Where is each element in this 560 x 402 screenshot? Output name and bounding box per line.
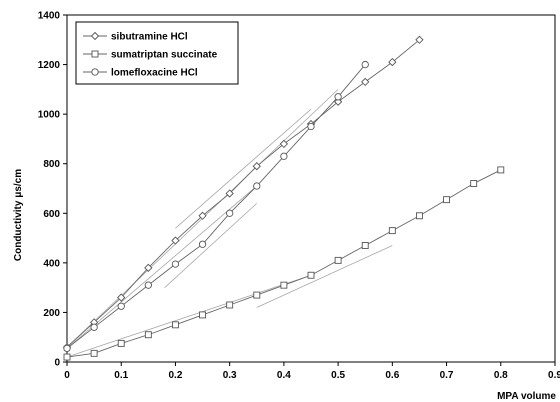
y-axis-title: Conductivity μs/cm: [13, 169, 24, 261]
x-tick-label: 0: [64, 370, 70, 381]
data-point: [171, 321, 179, 329]
data-point: [334, 93, 342, 101]
data-point: [226, 301, 234, 309]
x-tick-label: 0.2: [168, 370, 182, 381]
x-tick-label: 0.6: [385, 370, 399, 381]
data-point: [253, 182, 261, 190]
data-point: [388, 57, 397, 67]
data-point: [90, 323, 98, 331]
data-point: [225, 189, 234, 198]
legend: sibutramine HCl sumatriptan succinate lome…: [75, 21, 239, 85]
legend-label: sibutramine HCl: [111, 32, 188, 43]
trend-line: [164, 203, 258, 288]
series-layer: [62, 35, 505, 361]
data-point: [334, 256, 342, 264]
data-point: [199, 311, 207, 319]
data-point: [252, 162, 261, 171]
data-point: [198, 240, 207, 248]
y-tick-label: 1200: [38, 60, 61, 71]
legend-marker-square: [91, 50, 99, 58]
data-point: [388, 227, 396, 235]
data-point: [144, 331, 152, 339]
plot-area: [66, 14, 556, 363]
x-tick-label: 0.8: [494, 370, 508, 381]
x-tick-label: 0.9: [548, 370, 560, 381]
trend-lines: [66, 89, 393, 358]
trend-line: [66, 185, 258, 349]
data-point: [280, 281, 288, 289]
data-point: [333, 97, 343, 106]
x-tick-label: 0.3: [223, 370, 237, 381]
data-point: [171, 236, 180, 245]
legend-box: [75, 21, 239, 85]
series-square: [63, 166, 505, 361]
data-point: [171, 260, 180, 268]
data-point: [117, 339, 125, 347]
y-tick-label: 400: [43, 258, 60, 269]
data-point: [253, 291, 261, 299]
series-line: [66, 64, 366, 349]
data-point: [470, 180, 478, 187]
data-point: [443, 196, 451, 204]
data-point: [144, 263, 153, 272]
data-point: [497, 166, 505, 174]
plot-border: [66, 14, 556, 363]
legend-label: lomefloxacine HCl: [111, 68, 198, 79]
y-tick-label: 1000: [38, 110, 61, 121]
data-point: [63, 344, 71, 353]
data-point: [198, 211, 207, 220]
x-tick-label: 0.5: [331, 370, 345, 381]
data-point: [90, 349, 98, 357]
trend-line: [256, 245, 393, 308]
data-point: [361, 77, 370, 87]
legend-label: sumatriptan succinate: [111, 50, 218, 61]
y-tick-label: 1400: [38, 11, 61, 22]
series-circle: [63, 60, 369, 353]
y-tick-label: 0: [54, 358, 60, 369]
data-point: [279, 139, 289, 149]
data-point: [117, 293, 126, 302]
x-tick-label: 0.7: [440, 370, 454, 381]
legend-marker-diamond: [90, 31, 100, 41]
axes: 0 200 400 600 800 1000 1200 1400 0 0.1 0.2 0.3 0.4 0.…: [38, 11, 560, 382]
data-point: [415, 35, 424, 44]
series-line: [66, 39, 420, 348]
data-point: [63, 353, 71, 361]
data-point: [361, 60, 369, 69]
x-tick-label: 0.1: [114, 370, 128, 381]
y-tick-label: 200: [43, 308, 60, 319]
legend-marker-circle: [91, 68, 99, 76]
trend-line: [66, 274, 312, 358]
x-tick-label: 0.4: [277, 370, 291, 381]
data-point: [307, 122, 315, 131]
x-axis-title: MPA volume: [497, 391, 556, 402]
data-point: [144, 281, 152, 289]
data-point: [226, 209, 234, 217]
trend-line: [175, 108, 312, 229]
data-point: [117, 302, 125, 310]
data-point: [307, 271, 315, 279]
data-point: [415, 212, 423, 220]
data-point: [361, 242, 369, 249]
series-line: [66, 169, 501, 358]
y-tick-label: 600: [43, 209, 60, 220]
data-point: [280, 152, 288, 160]
y-tick-label: 800: [43, 159, 60, 170]
